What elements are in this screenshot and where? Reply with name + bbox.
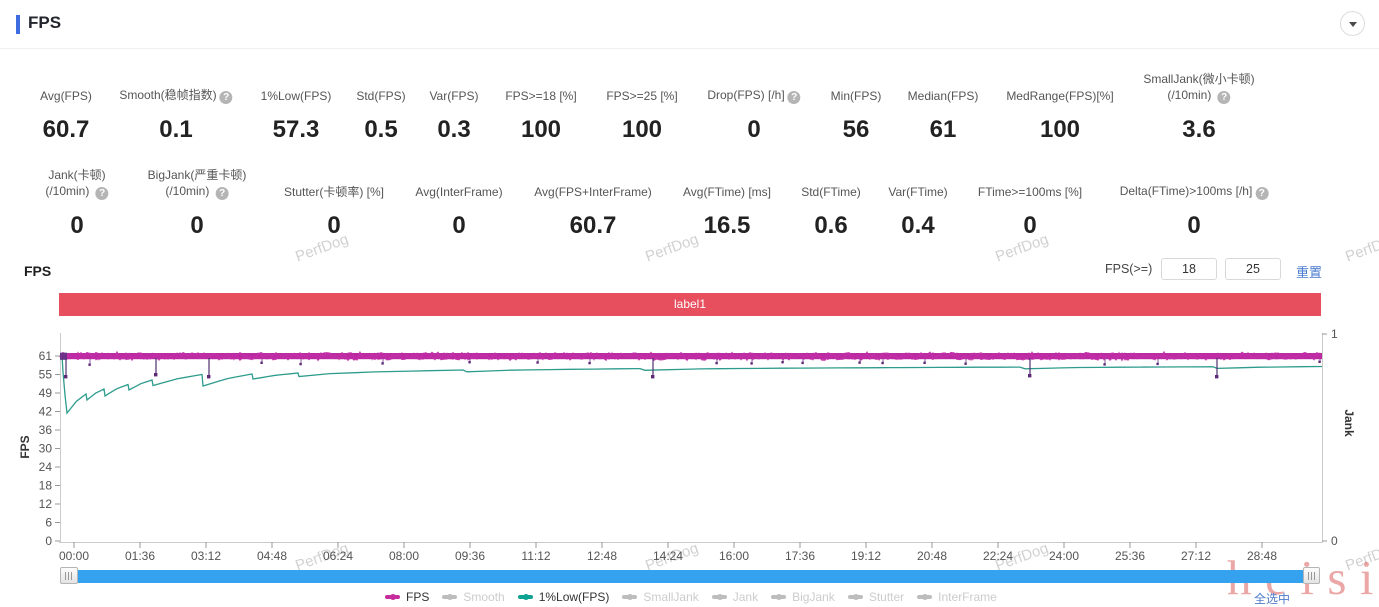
svg-text:42: 42 xyxy=(39,405,53,419)
svg-text:08:00: 08:00 xyxy=(389,549,419,563)
svg-text:04:48: 04:48 xyxy=(257,549,287,563)
svg-text:14:24: 14:24 xyxy=(653,549,683,563)
svg-text:17:36: 17:36 xyxy=(785,549,815,563)
svg-text:36: 36 xyxy=(39,423,53,437)
svg-text:61: 61 xyxy=(39,349,53,363)
svg-text:30: 30 xyxy=(39,442,53,456)
svg-text:22:24: 22:24 xyxy=(983,549,1013,563)
svg-text:27:12: 27:12 xyxy=(1181,549,1211,563)
svg-text:09:36: 09:36 xyxy=(455,549,485,563)
svg-text:00:00: 00:00 xyxy=(59,549,89,563)
svg-text:25:36: 25:36 xyxy=(1115,549,1145,563)
svg-text:24: 24 xyxy=(39,460,53,474)
svg-text:11:12: 11:12 xyxy=(521,549,550,563)
svg-text:01:36: 01:36 xyxy=(125,549,155,563)
svg-text:06:24: 06:24 xyxy=(323,549,353,563)
svg-text:1: 1 xyxy=(1331,327,1338,341)
svg-text:6: 6 xyxy=(45,516,52,530)
svg-text:0: 0 xyxy=(1331,534,1338,548)
svg-text:FPS: FPS xyxy=(18,435,32,458)
svg-text:24:00: 24:00 xyxy=(1049,549,1079,563)
svg-text:28:48: 28:48 xyxy=(1247,549,1277,563)
svg-text:16:00: 16:00 xyxy=(719,549,749,563)
svg-text:19:12: 19:12 xyxy=(851,549,881,563)
svg-text:Jank: Jank xyxy=(1342,409,1356,437)
svg-text:12: 12 xyxy=(39,497,53,511)
svg-text:03:12: 03:12 xyxy=(191,549,221,563)
svg-text:0: 0 xyxy=(45,534,52,548)
svg-text:55: 55 xyxy=(39,368,53,382)
svg-text:18: 18 xyxy=(39,479,53,493)
svg-text:20:48: 20:48 xyxy=(917,549,947,563)
svg-text:49: 49 xyxy=(39,386,53,400)
svg-text:12:48: 12:48 xyxy=(587,549,617,563)
